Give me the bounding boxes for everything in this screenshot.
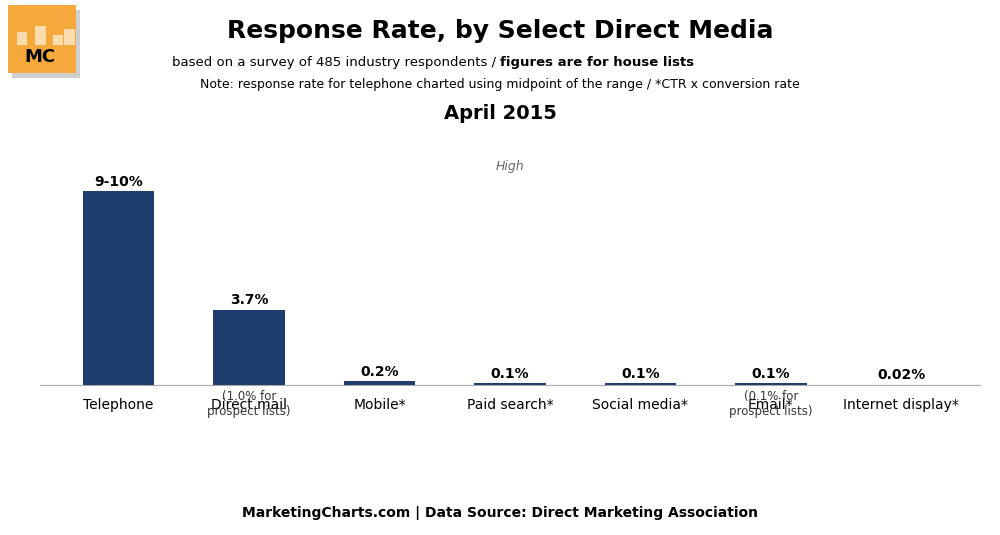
Text: 0.1%: 0.1% <box>491 366 529 381</box>
Text: Response Rate, by Select Direct Media: Response Rate, by Select Direct Media <box>227 19 773 43</box>
Text: 0.1%: 0.1% <box>752 366 790 381</box>
Bar <box>344 381 415 385</box>
Bar <box>64 29 75 45</box>
Text: MC: MC <box>24 48 55 66</box>
Text: 9-10%: 9-10% <box>94 175 143 189</box>
Bar <box>83 191 154 385</box>
Bar <box>735 383 807 385</box>
Text: High: High <box>496 160 524 173</box>
Bar <box>213 310 285 385</box>
Text: 3.7%: 3.7% <box>230 293 268 307</box>
Text: (0.1% for
prospect lists): (0.1% for prospect lists) <box>729 389 813 418</box>
Text: based on a survey of 485 industry respondents /: based on a survey of 485 industry respon… <box>172 56 500 69</box>
Text: 0.2%: 0.2% <box>360 365 399 379</box>
Text: 0.02%: 0.02% <box>877 368 926 383</box>
Text: (1.0% for
prospect lists): (1.0% for prospect lists) <box>207 389 291 418</box>
Bar <box>35 26 46 45</box>
Bar <box>17 32 27 45</box>
FancyBboxPatch shape <box>8 5 76 73</box>
Bar <box>605 383 676 385</box>
FancyBboxPatch shape <box>12 10 80 78</box>
Bar <box>474 383 546 385</box>
Bar <box>53 35 63 45</box>
Text: MarketingCharts.com | Data Source: Direct Marketing Association: MarketingCharts.com | Data Source: Direc… <box>242 506 758 520</box>
Text: Note: response rate for telephone charted using midpoint of the range / *CTR x c: Note: response rate for telephone charte… <box>200 78 800 90</box>
Text: April 2015: April 2015 <box>444 104 556 124</box>
Text: 0.1%: 0.1% <box>621 366 660 381</box>
Text: figures are for house lists: figures are for house lists <box>500 56 694 69</box>
